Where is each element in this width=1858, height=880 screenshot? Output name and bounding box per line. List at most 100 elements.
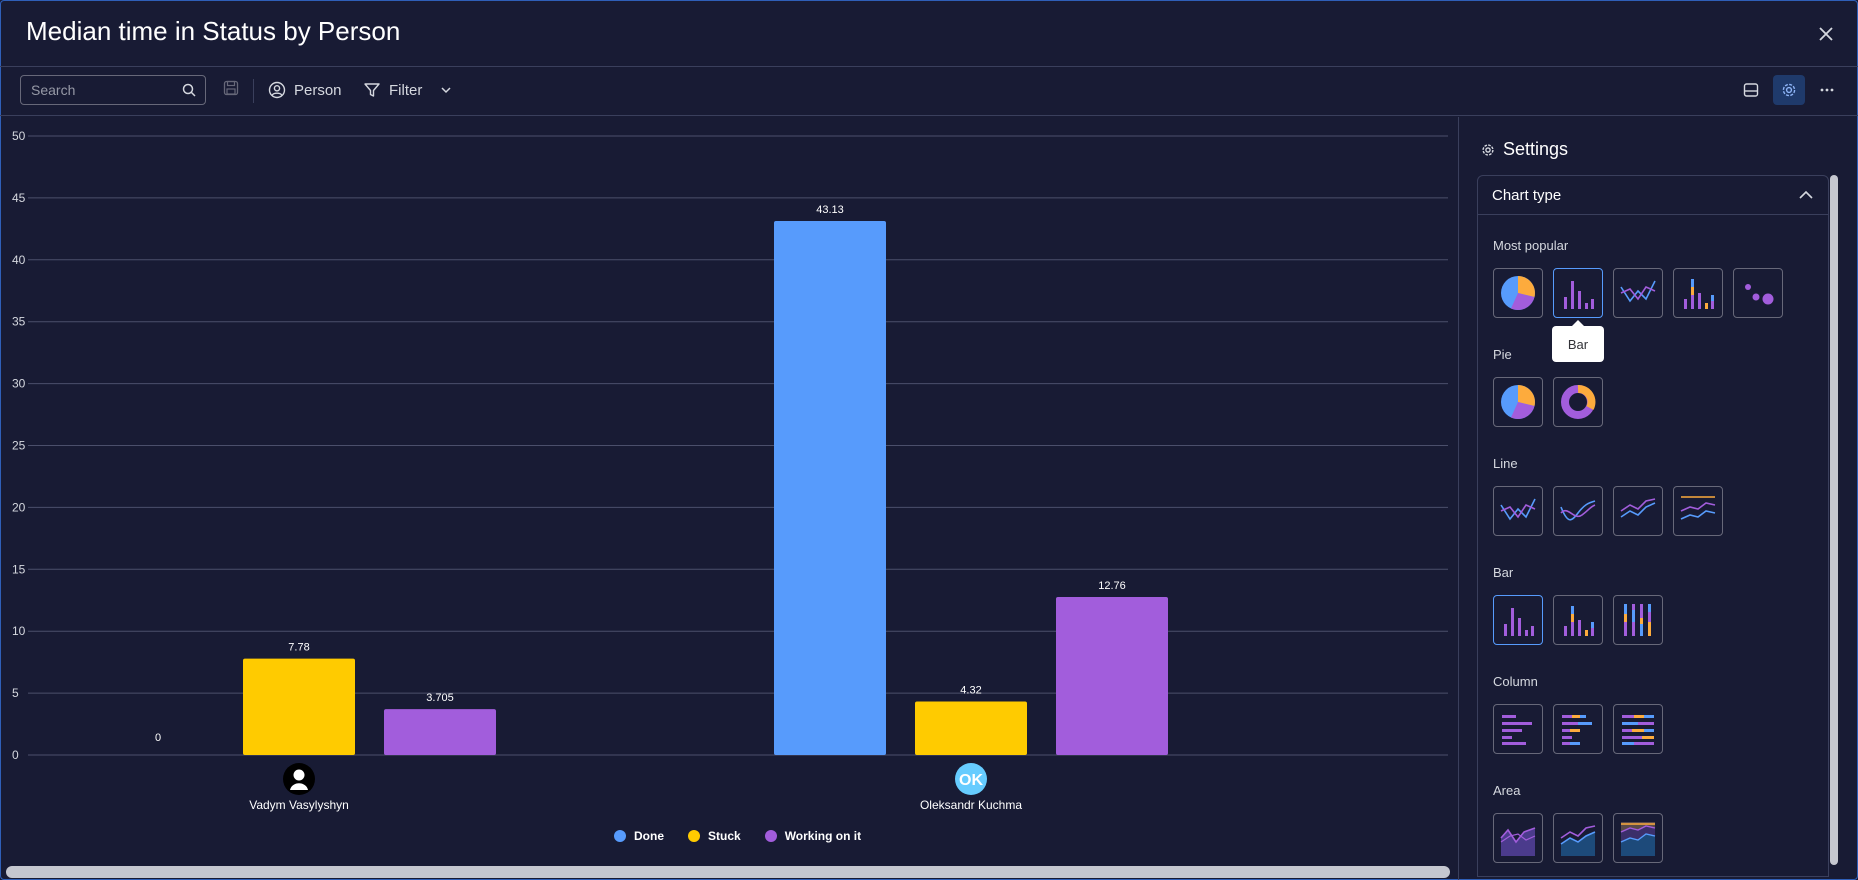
chart-type-column-option[interactable] [1493,704,1543,754]
vertical-scrollbar[interactable] [1830,175,1838,865]
chart-type-pie-option[interactable] [1493,377,1543,427]
settings-panel: Settings Chart type Most popular Pie Line B… [1458,117,1858,880]
chevron-down-icon[interactable] [440,84,452,96]
page-title: Median time in Status by Person [26,16,401,46]
avatar-person-icon [290,783,308,790]
settings-toggle-button[interactable] [1773,75,1805,105]
header-divider [0,66,1858,67]
gear-icon [1482,143,1494,156]
chart-type-stacked-area-option[interactable] [1553,813,1603,863]
data-label: 3.705 [426,692,454,704]
close-button[interactable] [1812,20,1840,48]
layout-toggle-button[interactable] [1735,75,1767,105]
chart-type-section: Chart type Most popular Pie Line Bar Column A… [1477,175,1829,877]
person-icon [268,81,286,99]
scatter-chart-icon [1745,284,1774,305]
avatar-initials: OK [959,772,983,789]
y-tick-label: 15 [12,562,26,576]
y-tick-label: 35 [12,315,26,329]
chart-type-donut-option[interactable] [1553,377,1603,427]
search-box [20,75,206,105]
chart-type-line-option[interactable] [1613,268,1663,318]
bar [915,701,1027,755]
data-label: 0 [155,732,161,744]
stacked-bar-chart-icon [1564,606,1594,636]
chart-type-scatter-option[interactable] [1733,268,1783,318]
legend-item[interactable]: Working on it [764,829,862,843]
avatar-person-icon [293,769,305,781]
stacked-line-chart-icon [1620,498,1656,518]
toolbar: Person Filter [0,67,1858,115]
person-filter-button[interactable]: Person [268,76,342,104]
chart-group-label: Most popular [1493,238,1569,253]
toolbar-divider-line [0,115,1858,116]
gear-icon [1782,83,1796,97]
chart-type-bar-option[interactable] [1493,595,1543,645]
search-input[interactable] [21,76,191,104]
more-icon [1820,88,1834,92]
bar-chart: 0 5 10 15 20 25 30 35 40 45 50 0 7.78 3.705 Vadym Vasy… [0,117,1458,867]
bar-chart-icon [1564,281,1594,309]
chevron-up-icon[interactable] [1798,189,1814,201]
x-category-label: Vadym Vasylyshyn [249,798,349,812]
line-chart-icon [1620,280,1656,303]
legend-dot [688,830,700,842]
chart-type-header[interactable]: Chart type [1478,176,1828,215]
y-tick-label: 45 [12,191,26,205]
bar-chart-icon [1504,608,1534,636]
chart-type-bar-option[interactable] [1553,268,1603,318]
avatar [955,763,987,795]
legend-dot [764,830,777,842]
chart-type-stacked-line-option[interactable] [1613,486,1663,536]
horizontal-scrollbar[interactable] [6,866,1450,878]
legend-label: Stuck [708,829,741,843]
pie-chart-icon [1501,385,1535,419]
x-category-label: Oleksandr Kuchma [920,798,1022,812]
chart-group-label: Line [1493,456,1518,471]
full-stacked-column-chart-icon [1622,715,1654,745]
chart-type-title: Chart type [1492,186,1562,204]
legend-label: Working on it [784,829,862,843]
filter-button[interactable]: Filter [363,76,452,104]
chart-type-tooltip: Bar [1552,320,1604,362]
full-stacked-bar-chart-icon [1624,604,1651,636]
chart-group-label: Pie [1493,347,1512,362]
chart-type-area-option[interactable] [1493,813,1543,863]
chart-type-smooth-line-option[interactable] [1553,486,1603,536]
chart-type-stacked-bar-option[interactable] [1673,268,1723,318]
y-tick-label: 20 [12,500,26,514]
chart-type-full-stacked-bar-option[interactable] [1613,595,1663,645]
legend-item[interactable]: Stuck [688,829,741,843]
chart-type-full-stacked-column-option[interactable] [1613,704,1663,754]
layout-icon [1743,83,1759,97]
more-options-button[interactable] [1811,75,1843,105]
search-icon[interactable] [181,82,197,98]
save-view-icon[interactable] [223,79,239,97]
chart-type-stacked-column-option[interactable] [1553,704,1603,754]
line-target-chart-icon [1680,496,1716,520]
y-tick-label: 0 [12,748,19,762]
area-chart-icon [1500,827,1536,856]
stacked-bar-chart-icon [1684,279,1714,309]
chart-type-full-stacked-area-option[interactable] [1613,813,1663,863]
toolbar-divider [253,79,254,103]
chart-group-label: Bar [1493,565,1514,580]
smooth-line-chart-icon [1560,500,1596,521]
line-chart-icon [1500,498,1536,521]
chart-type-pie-option[interactable] [1493,268,1543,318]
chart-group-label: Area [1493,783,1521,798]
chart-type-stacked-bar-option[interactable] [1553,595,1603,645]
legend-item[interactable]: Done [614,829,664,843]
close-icon [1819,27,1833,41]
filter-label: Filter [389,81,423,99]
settings-title: Settings [1503,139,1569,159]
y-tick-label: 50 [12,129,26,143]
y-tick-label: 10 [12,624,26,638]
bar [774,221,886,755]
bar [384,709,496,755]
data-label: 4.32 [960,685,981,697]
chart-type-line-target-option[interactable] [1673,486,1723,536]
chart-type-line-option[interactable] [1493,486,1543,536]
donut-chart-icon [1561,385,1596,419]
data-label: 12.76 [1098,580,1126,592]
